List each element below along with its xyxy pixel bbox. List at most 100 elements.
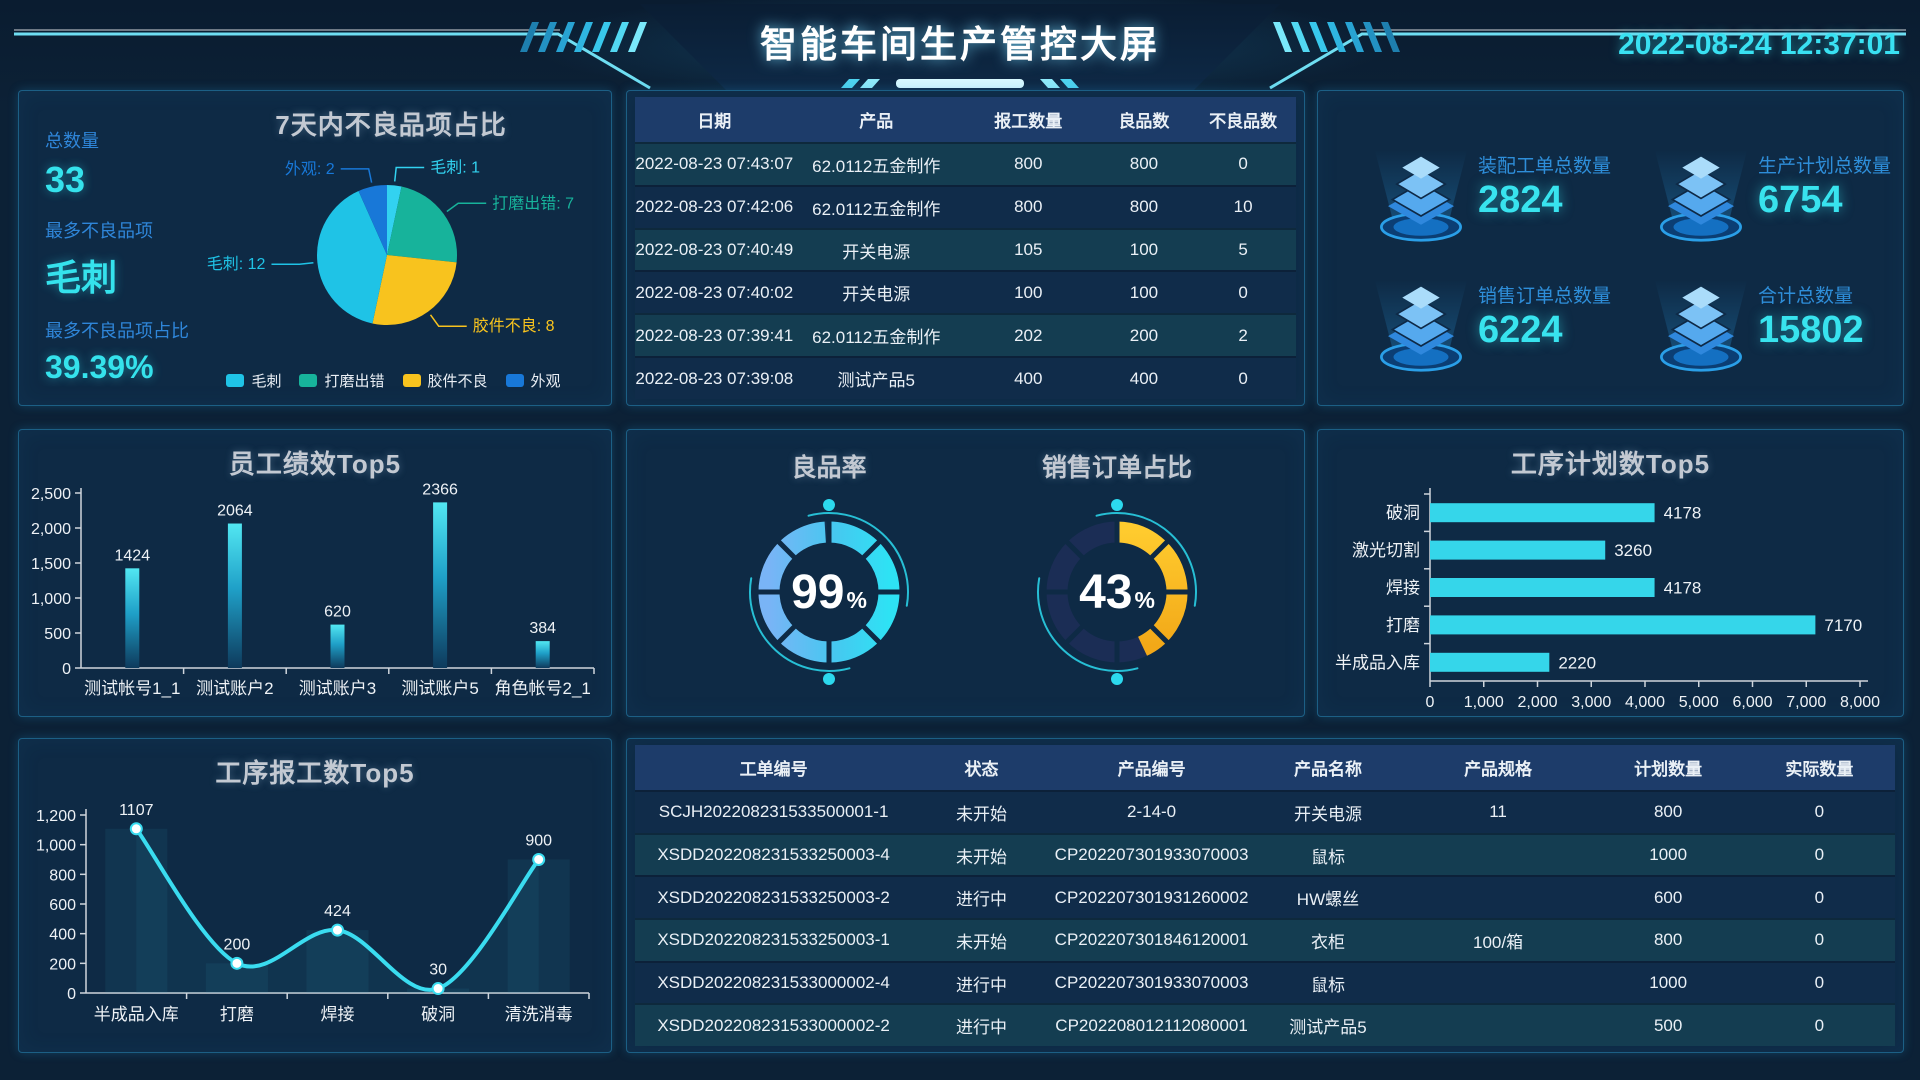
table-cell: 105 <box>1014 240 1043 260</box>
line-area <box>136 828 539 993</box>
table-cell: XSDD202208231533250003-1 <box>657 930 890 950</box>
bar <box>125 568 140 668</box>
table-cell: 800 <box>1129 154 1159 174</box>
column-header: 计划数量 <box>1634 760 1703 779</box>
table-cell: 未开始 <box>955 932 1007 952</box>
y-tick-label: 2,500 <box>31 486 71 503</box>
data-point <box>331 923 344 937</box>
legend-item[interactable]: 毛刺 <box>226 370 281 391</box>
bar <box>433 502 448 668</box>
table-row: XSDD202208231533250003-4 未开始 CP20220730193… <box>635 832 1895 876</box>
table-header-row: 日期 产品 报工数量 良品数 不良品数 <box>635 97 1296 142</box>
table-cell: CP202207301933070003 <box>1054 973 1249 993</box>
table-cell: 2 <box>1238 325 1248 345</box>
legend-item[interactable]: 外观 <box>505 370 561 391</box>
bar-value-label: 1424 <box>115 547 151 564</box>
point-value-label: 1107 <box>119 802 154 819</box>
x-tick-label: 0 <box>1426 694 1435 711</box>
table-row: XSDD202208231533250003-1 未开始 CP20220730184… <box>635 918 1895 961</box>
bar <box>1430 540 1606 560</box>
layers-icon <box>1374 150 1468 242</box>
staff-bar-chart: 0 500 1,000 1,500 2,000 2,500 1424 测试帐号1_1 2064 测… <box>31 481 595 698</box>
x-category-label: 角色帐号2_1 <box>495 679 591 698</box>
y-tick-label: 1,200 <box>36 808 76 825</box>
pie-label: 毛刺: 12 <box>207 255 266 273</box>
table-cell: 800 <box>1653 802 1683 822</box>
panel-production-report: 日期 产品 报工数量 良品数 不良品数 2022-08-23 07:43:07 62.011… <box>626 90 1305 406</box>
table-cell: 800 <box>1653 930 1683 950</box>
bar-value-label: 4178 <box>1664 579 1702 598</box>
table-row: 2022-08-23 07:40:49 开关电源 105 100 5 <box>635 227 1296 271</box>
table-cell: 100 <box>1014 282 1043 302</box>
table-cell: XSDD202208231533250003-2 <box>657 887 890 907</box>
column-header: 工单编号 <box>739 760 808 779</box>
x-category-label: 破洞 <box>421 1005 455 1024</box>
table-cell: 开关电源 <box>842 242 911 262</box>
bar <box>1430 615 1816 635</box>
x-category-label: 测试帐号1_1 <box>84 679 180 698</box>
column-header: 实际数量 <box>1785 760 1854 779</box>
table-row: 2022-08-23 07:43:07 62.0112五金制作 800 800 0 <box>635 142 1296 185</box>
gauge-value: 99% <box>791 566 867 619</box>
process-report-line-chart: 0 200 400 600 800 1,000 1,200 1107 半成品入库 200 打磨 424… <box>36 802 590 1024</box>
table-cell: 800 <box>1129 197 1159 217</box>
data-point <box>230 956 244 970</box>
gauge-dot-icon <box>823 499 835 511</box>
table-cell: 进行中 <box>955 1018 1007 1038</box>
legend-swatch-icon <box>226 374 245 387</box>
table-cell: 100 <box>1129 282 1159 302</box>
work-order-table: 工单编号 状态 产品编号 产品名称 产品规格 计划数量 实际数量 SCJH2022082315… <box>635 745 1895 1047</box>
table-row: XSDD202208231533000002-2 进行中 CP20220801211… <box>635 1003 1895 1047</box>
bar <box>1430 503 1655 523</box>
panel-process-report: 工序报工数Top5 0 200 400 600 800 1,000 1,200 1107 半成品… <box>18 738 612 1053</box>
pie-slice <box>372 255 457 325</box>
x-tick-label: 7,000 <box>1786 694 1826 711</box>
point-value-label: 30 <box>429 962 447 979</box>
pie-slice <box>387 186 458 263</box>
gauge-decor-arc <box>1095 512 1197 607</box>
table-row: 2022-08-23 07:39:08 测试产品5 400 400 0 <box>635 356 1296 399</box>
legend-item[interactable]: 打磨出错 <box>299 370 385 391</box>
table-cell: 11 <box>1489 802 1507 822</box>
pie-label-line <box>340 168 373 183</box>
table-cell: 100/箱 <box>1473 932 1524 952</box>
column-header: 报工数量 <box>994 112 1063 131</box>
data-point <box>129 822 143 836</box>
table-cell: 0 <box>1814 1015 1825 1035</box>
stat-card-sales-orders: 销售订单总数量 6224 <box>1366 269 1646 394</box>
x-tick-label: 2,000 <box>1517 694 1557 711</box>
bar-value-label: 4178 <box>1664 504 1702 523</box>
table-cell: 鼠标 <box>1310 975 1345 995</box>
x-tick-label: 4,000 <box>1625 694 1665 711</box>
point-band <box>105 828 168 993</box>
panel-gauges: 良品率 销售订单占比 99% 43% <box>626 429 1305 717</box>
x-tick-label: 6,000 <box>1732 694 1772 711</box>
y-tick-label: 1,000 <box>36 838 76 855</box>
data-point <box>532 853 546 866</box>
table-cell: 进行中 <box>955 975 1007 995</box>
x-category-label: 测试账户5 <box>401 679 478 698</box>
bar-value-label: 7170 <box>1824 616 1862 635</box>
x-category-label: 焊接 <box>321 1005 355 1024</box>
column-header: 产品 <box>859 112 894 131</box>
table-cell: 400 <box>1129 368 1159 388</box>
table-cell: 0 <box>1814 845 1825 864</box>
panel-title: 员工绩效Top5 <box>228 449 402 479</box>
pie-legend: 毛刺 打磨出错 胶件不良 外观 <box>184 370 603 391</box>
pie-label: 毛刺: 1 <box>430 158 480 176</box>
panel-totals: 装配工单总数量 2824 生产计划总数量 6754 <box>1317 90 1904 406</box>
table-row: 2022-08-23 07:42:06 62.0112五金制作 800 800 10 <box>635 184 1296 228</box>
y-category-label: 打磨 <box>1386 616 1420 635</box>
pie-label: 打磨出错: 7 <box>492 194 574 212</box>
legend-label: 外观 <box>530 373 561 390</box>
y-tick-label: 600 <box>49 897 76 914</box>
gauge-dot-icon <box>1111 673 1123 685</box>
y-tick-label: 800 <box>49 867 76 884</box>
legend-item[interactable]: 胶件不良 <box>402 370 488 391</box>
table-cell: 开关电源 <box>1293 804 1362 824</box>
table-cell: 62.0112五金制作 <box>812 199 941 219</box>
pie-label: 胶件不良: 8 <box>473 317 555 335</box>
table-cell: 62.0112五金制作 <box>812 156 941 176</box>
table-cell: 2022-08-23 07:39:08 <box>635 368 794 388</box>
gauges-chart: 99% 43% <box>749 499 1197 685</box>
